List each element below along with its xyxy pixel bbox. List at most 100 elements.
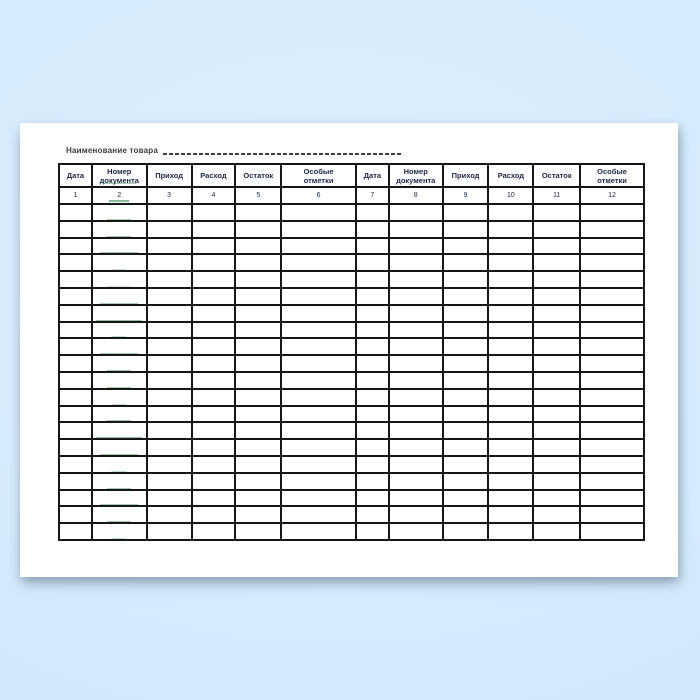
column-header-10: Расход [487, 163, 535, 188]
ledger-empty-cell [387, 454, 444, 474]
ledger-empty-cell [487, 505, 535, 525]
ledger-empty-cell [280, 320, 357, 340]
ledger-empty-cell [280, 404, 357, 424]
document-page: Наименование товара Дата Номер документа П… [20, 123, 678, 577]
ledger-empty-cell [579, 522, 645, 541]
ledger-empty-cell [532, 488, 582, 508]
ledger-empty-cell [579, 421, 645, 441]
ledger-empty-cell [190, 354, 237, 373]
ledger-empty-cell [280, 387, 357, 407]
ledger-empty-cell [579, 471, 645, 491]
ledger-row-5 [58, 270, 645, 289]
ledger-empty-cell [58, 438, 93, 457]
ledger-empty-cell [145, 270, 193, 289]
ledger-empty-cell [387, 471, 444, 491]
column-number-7: 7 [354, 186, 390, 205]
ledger-empty-cell [441, 505, 490, 525]
ledger-empty-cell [234, 387, 283, 407]
ledger-empty-cell [58, 454, 93, 474]
ledger-empty-cell [487, 320, 535, 340]
ledger-empty-cell [387, 203, 444, 222]
ledger-empty-cell [487, 354, 535, 373]
column-number-2: 2 [90, 186, 148, 205]
ledger-empty-cell [487, 236, 535, 256]
ledger-row-15 [58, 438, 645, 457]
column-number-3: 3 [145, 186, 193, 205]
ledger-empty-cell [234, 421, 283, 441]
ledger-row-18 [58, 488, 645, 508]
ledger-row-16 [58, 454, 645, 474]
ledger-row-3 [58, 236, 645, 256]
ledger-empty-cell [145, 253, 193, 273]
ledger-empty-cell [441, 286, 490, 306]
ledger-empty-cell [90, 303, 148, 323]
ledger-empty-cell [487, 488, 535, 508]
ledger-empty-cell [487, 253, 535, 273]
ledger-empty-cell [354, 505, 390, 525]
ledger-empty-cell [234, 219, 283, 239]
ledger-empty-cell [234, 471, 283, 491]
ledger-empty-cell [487, 522, 535, 541]
ledger-empty-cell [145, 522, 193, 541]
ledger-empty-cell [190, 270, 237, 289]
ledger-empty-cell [145, 203, 193, 222]
ledger-empty-cell [234, 253, 283, 273]
ledger-empty-cell [58, 387, 93, 407]
ledger-row-6 [58, 286, 645, 306]
ledger-empty-cell [280, 505, 357, 525]
ledger-empty-cell [532, 421, 582, 441]
ledger-empty-cell [387, 505, 444, 525]
ledger-empty-cell [190, 454, 237, 474]
ledger-empty-cell [190, 203, 237, 222]
ledger-empty-cell [280, 471, 357, 491]
ledger-empty-cell [354, 421, 390, 441]
ledger-empty-cell [579, 337, 645, 357]
ledger-empty-cell [387, 286, 444, 306]
ledger-empty-cell [532, 203, 582, 222]
ledger-empty-cell [90, 404, 148, 424]
ledger-empty-cell [90, 354, 148, 373]
ledger-empty-cell [487, 337, 535, 357]
ledger-empty-cell [58, 320, 93, 340]
column-number-9: 9 [441, 186, 490, 205]
ledger-empty-cell [579, 203, 645, 222]
ledger-empty-cell [532, 219, 582, 239]
column-number-10: 10 [487, 186, 535, 205]
ledger-empty-cell [234, 270, 283, 289]
ledger-empty-cell [354, 236, 390, 256]
ledger-empty-cell [387, 387, 444, 407]
ledger-empty-cell [190, 337, 237, 357]
ledger-empty-cell [58, 488, 93, 508]
ledger-empty-cell [387, 370, 444, 390]
ledger-empty-cell [58, 236, 93, 256]
column-header-6: Особые отметки [280, 163, 357, 188]
ledger-empty-cell [90, 505, 148, 525]
ledger-empty-cell [58, 354, 93, 373]
column-number-1: 1 [58, 186, 93, 205]
ledger-empty-cell [90, 337, 148, 357]
ledger-empty-cell [579, 505, 645, 525]
ledger-empty-cell [441, 421, 490, 441]
ledger-empty-cell [441, 337, 490, 357]
ledger-empty-cell [190, 505, 237, 525]
ledger-empty-cell [58, 286, 93, 306]
ledger-empty-cell [234, 203, 283, 222]
column-header-4: Расход [190, 163, 237, 188]
ledger-empty-cell [234, 505, 283, 525]
ledger-empty-cell [354, 337, 390, 357]
ledger-empty-cell [441, 320, 490, 340]
ledger-row-20 [58, 522, 645, 541]
ledger-empty-cell [387, 421, 444, 441]
ledger-row-13 [58, 404, 645, 424]
ledger-empty-cell [532, 505, 582, 525]
ledger-empty-cell [190, 370, 237, 390]
ledger-empty-cell [145, 219, 193, 239]
ledger-empty-cell [387, 270, 444, 289]
ledger-empty-cell [280, 286, 357, 306]
ledger-empty-cell [58, 522, 93, 541]
ledger-empty-cell [441, 236, 490, 256]
ledger-empty-cell [387, 438, 444, 457]
ledger-empty-cell [58, 505, 93, 525]
ledger-empty-cell [487, 404, 535, 424]
ledger-empty-cell [58, 471, 93, 491]
